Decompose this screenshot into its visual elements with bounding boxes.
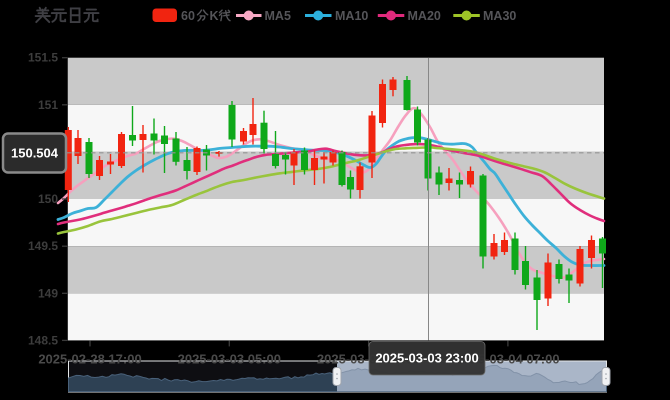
svg-text:151.5: 151.5 (28, 51, 58, 65)
svg-text:MA10: MA10 (335, 9, 368, 23)
svg-text:149: 149 (38, 286, 58, 300)
svg-text:2025-03-03 23:00: 2025-03-03 23:00 (375, 351, 478, 366)
svg-text:151: 151 (38, 98, 58, 112)
svg-text:148.5: 148.5 (28, 333, 58, 347)
svg-text:149.5: 149.5 (28, 239, 58, 253)
svg-text:2025-03-03 05:00: 2025-03-03 05:00 (178, 352, 281, 367)
svg-text:150.504: 150.504 (11, 146, 59, 161)
svg-text:MA30: MA30 (483, 9, 516, 23)
svg-text:2025-02-28 17:00: 2025-02-28 17:00 (38, 352, 141, 367)
svg-text:K: K (210, 9, 219, 23)
svg-text:60: 60 (181, 9, 195, 23)
svg-text:MA20: MA20 (408, 9, 441, 23)
svg-text:150: 150 (38, 192, 58, 206)
svg-text:MA5: MA5 (265, 9, 291, 23)
